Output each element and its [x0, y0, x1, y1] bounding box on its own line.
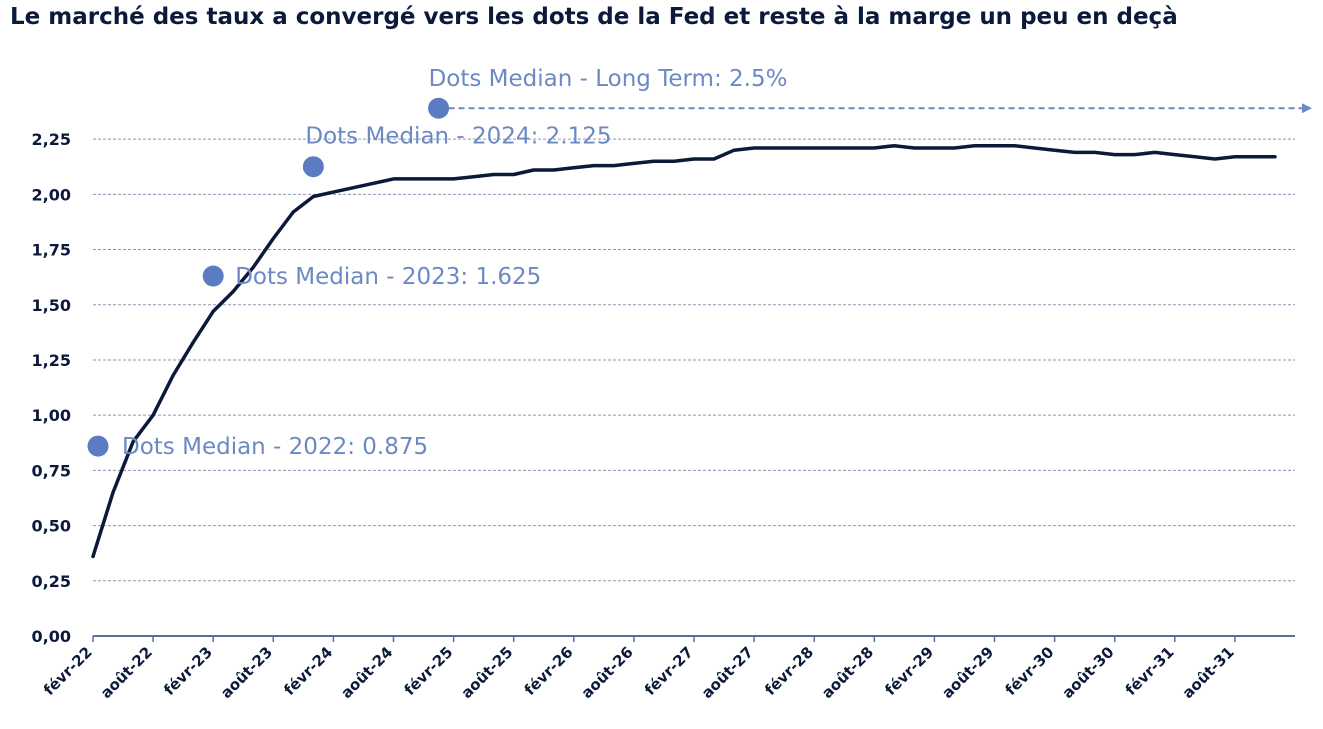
dots-median-marker [302, 156, 324, 178]
y-tick-label: 2,25 [32, 130, 71, 149]
dots-median-annotations: Dots Median - 2022: 0.875 Dots Median - 2… [87, 66, 1312, 460]
y-tick-label: 1,25 [32, 351, 71, 370]
dots-median-label: Dots Median - 2022: 0.875 [122, 434, 428, 460]
y-tick-label: 1,50 [32, 296, 71, 315]
dots-median-label: Dots Median - Long Term: 2.5% [429, 66, 788, 92]
x-tick-label: août-24 [337, 643, 396, 702]
dots-median-marker [202, 265, 224, 287]
market-rate-line [91, 143, 1277, 559]
x-tick-label: févr-25 [401, 643, 457, 699]
y-tick-label: 0,00 [32, 627, 71, 646]
x-tick-label: févr-28 [761, 643, 817, 699]
x-tick-label: févr-22 [40, 643, 96, 699]
y-tick-label: 0,50 [32, 517, 71, 536]
x-tick-label: août-22 [97, 643, 156, 702]
x-tick-label: févr-23 [160, 643, 216, 699]
x-tick-label: août-28 [818, 643, 877, 702]
x-tick-label: août-25 [458, 643, 517, 702]
series-layer [91, 143, 1277, 559]
y-tick-label: 0,25 [32, 572, 71, 591]
chart-title: Le marché des taux a convergé vers les d… [10, 4, 1178, 30]
x-tick-label: août-29 [938, 643, 997, 702]
y-tick-label: 2,00 [32, 185, 71, 204]
x-tick-label: août-30 [1059, 643, 1118, 702]
grid-lines [93, 138, 1295, 582]
dots-median-marker [87, 435, 109, 457]
x-tick-label: août-26 [578, 643, 637, 702]
x-tick-label: août-27 [698, 643, 757, 702]
x-tick-label: août-31 [1179, 643, 1238, 702]
y-tick-label: 0,75 [32, 461, 71, 480]
x-tick-label: août-23 [217, 643, 276, 702]
x-tick-label: févr-27 [641, 643, 697, 699]
y-tick-label: 1,75 [32, 241, 71, 260]
x-tick-label: févr-31 [1122, 643, 1178, 699]
dots-median-label: Dots Median - 2023: 1.625 [235, 264, 541, 290]
x-tick-label: févr-26 [521, 643, 577, 699]
dots-median-marker [428, 97, 450, 119]
x-tick-label: févr-30 [1002, 643, 1058, 699]
x-axis [92, 635, 1295, 642]
y-axis-tick-labels: 0,00 0,25 0,50 0,75 1,00 1,25 1,50 1,75 2,00 2,25 [32, 130, 71, 646]
y-tick-label: 1,00 [32, 406, 71, 425]
x-tick-label: févr-29 [881, 643, 937, 699]
x-tick-label: févr-24 [280, 643, 336, 699]
x-axis-tick-labels: févr-22 août-22 févr-23 août-23 févr-24 août-… [40, 643, 1238, 702]
dots-median-label: Dots Median - 2024: 2.125 [305, 124, 611, 150]
